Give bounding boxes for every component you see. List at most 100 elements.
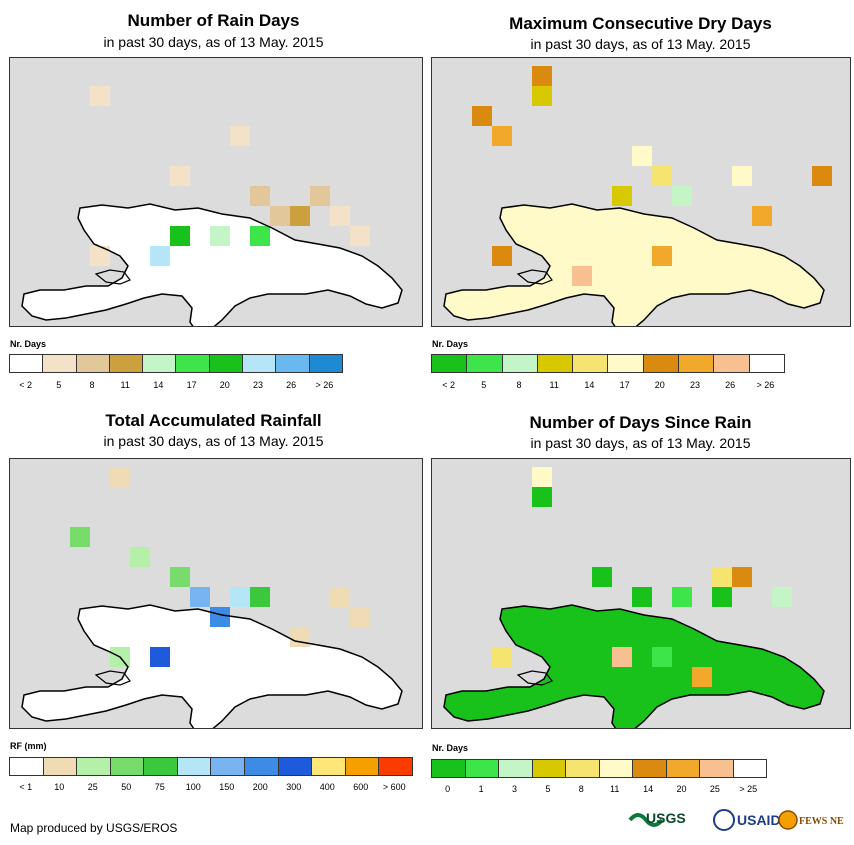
legend-label: 75	[154, 782, 165, 792]
grid-cell	[150, 647, 170, 667]
legend-label: 14	[643, 784, 654, 794]
grid-cell	[350, 607, 370, 627]
legend-label: < 1	[19, 782, 33, 792]
footer-credit: Map produced by USGS/EROS	[10, 821, 178, 835]
grid-cell	[210, 226, 230, 246]
legend-labels: < 1 10 25 50 75 100 150 200 300 400 600 > 600	[9, 782, 411, 794]
grid-cell	[692, 667, 712, 687]
map-rain-days	[9, 57, 423, 327]
grid-cell	[270, 206, 290, 226]
legend-swatch	[599, 760, 633, 777]
legend-color-bar	[9, 354, 343, 373]
grid-cell	[110, 467, 130, 487]
legend-label: 17	[619, 380, 630, 390]
grid-cell	[712, 587, 732, 607]
legend-swatch	[679, 355, 715, 372]
legend-swatch	[177, 758, 212, 775]
legend-swatch	[537, 355, 574, 372]
legend-label: 100	[185, 782, 201, 792]
panel-title: Maximum Consecutive Dry Days	[509, 14, 772, 33]
legend-swatch	[43, 355, 77, 372]
legend-swatch	[499, 760, 533, 777]
legend-swatch	[245, 758, 279, 775]
legend-label: 20	[654, 380, 665, 390]
panel-title: Total Accumulated Rainfall	[105, 411, 322, 430]
grid-cell	[290, 627, 310, 647]
panel-subtitle: in past 30 days, as of 13 May. 2015	[103, 433, 324, 449]
grid-cell	[672, 587, 692, 607]
grid-cell	[230, 126, 250, 146]
panel-total-rainfall: Total Accumulated Rainfall in past 30 da…	[0, 400, 427, 800]
grid-cell	[732, 567, 752, 587]
legend-label: 0	[445, 784, 451, 794]
grid-cell	[90, 246, 110, 266]
legend-swatch	[312, 758, 346, 775]
legend-swatch	[432, 355, 468, 372]
grid-cell	[672, 186, 692, 206]
legend-swatch	[77, 758, 111, 775]
land-fill	[22, 204, 402, 326]
legend-swatch	[700, 760, 734, 777]
grid-cell	[290, 206, 310, 226]
panel-subtitle: in past 30 days, as of 13 May. 2015	[103, 34, 324, 50]
legend-label: 17	[186, 380, 197, 390]
legend-swatch	[345, 758, 380, 775]
land-fill	[444, 605, 824, 728]
grid-cell	[572, 266, 592, 286]
legend-label: 11	[549, 380, 559, 390]
legend-label: < 2	[442, 380, 455, 390]
legend-label: 150	[219, 782, 235, 792]
grid-cell	[812, 166, 832, 186]
legend-label: > 26	[756, 380, 775, 390]
map-total-rainfall	[9, 458, 423, 729]
legend-label: 11	[120, 380, 130, 390]
grid-cell	[532, 86, 552, 106]
legend-label: 600	[353, 782, 369, 792]
legend-swatch	[278, 758, 313, 775]
legend-title: Nr. Days	[432, 339, 469, 349]
legend-swatch	[608, 355, 644, 372]
legend-label: 50	[121, 782, 132, 792]
legend-label: 5	[56, 380, 62, 390]
grid-cell	[652, 246, 672, 266]
grid-cell	[612, 186, 632, 206]
fewsnet-logo: FEWS NET	[778, 810, 844, 830]
grid-cell	[310, 186, 330, 206]
legend-swatch	[467, 355, 503, 372]
legend-swatch	[465, 760, 499, 777]
legend-swatch	[43, 758, 78, 775]
panel-title: Number of Days Since Rain	[529, 413, 752, 432]
legend-label: 8	[578, 784, 584, 794]
legend-color-bar	[9, 757, 413, 776]
legend-swatch	[379, 758, 412, 775]
panel-subtitle: in past 30 days, as of 13 May. 2015	[530, 435, 751, 451]
legend-swatch	[176, 355, 210, 372]
legend-swatch	[110, 758, 145, 775]
legend-swatch	[209, 355, 244, 372]
grid-cell	[130, 547, 150, 567]
legend-label: 1	[478, 784, 484, 794]
lake-outline	[516, 269, 553, 285]
grid-cell	[170, 567, 190, 587]
grid-cell	[752, 206, 772, 226]
legend-title: Nr. Days	[432, 743, 469, 753]
grid-cell	[732, 166, 752, 186]
grid-cell	[250, 587, 270, 607]
panel-rain-days: Number of Rain Days in past 30 days, as …	[0, 0, 427, 400]
land-fill	[22, 605, 402, 728]
grid-cell	[210, 607, 230, 627]
legend-swatch	[243, 355, 277, 372]
legend-swatch	[432, 760, 466, 777]
agency-logos: USGS USAID FEWS NET	[628, 809, 844, 831]
legend-label: 3	[511, 784, 518, 794]
grid-cell	[632, 587, 652, 607]
usaid-logo: USAID	[713, 809, 781, 831]
map-days-since-rain	[431, 458, 851, 729]
legend-swatch	[733, 760, 766, 777]
grid-cell	[350, 226, 370, 246]
legend-swatch	[633, 760, 667, 777]
grid-cell	[170, 166, 190, 186]
panel-dry-days: Maximum Consecutive Dry Days in past 30 …	[427, 0, 854, 400]
grid-cell	[632, 146, 652, 166]
coastline	[443, 203, 825, 326]
